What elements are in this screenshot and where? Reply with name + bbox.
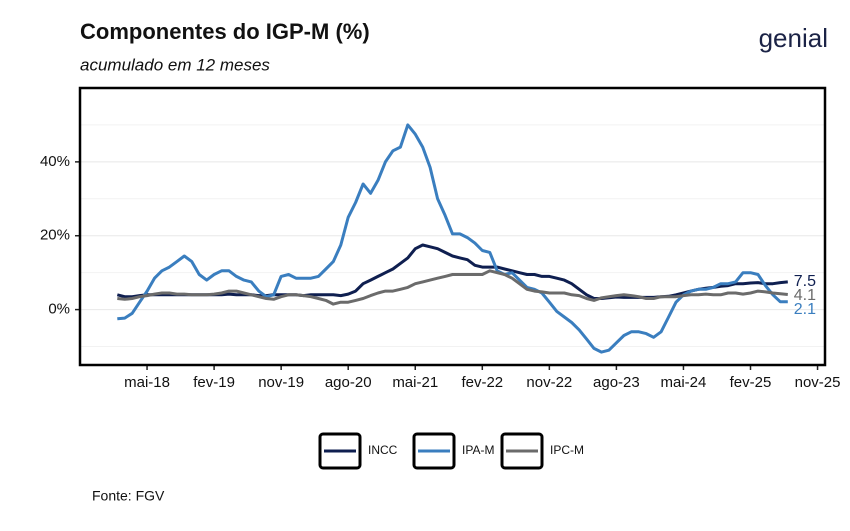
x-tick-label: nov-22 xyxy=(526,374,572,391)
logo: genial xyxy=(759,23,828,53)
source: Fonte: FGV xyxy=(92,488,165,504)
end-label: 2.1 xyxy=(794,301,816,318)
x-tick-label: mai-24 xyxy=(661,374,707,391)
y-tick-label: 20% xyxy=(40,227,70,244)
chart-title: Componentes do IGP-M (%) xyxy=(80,19,370,44)
chart-subtitle: acumulado em 12 meses xyxy=(80,55,270,74)
x-tick-label: fev-19 xyxy=(193,374,235,391)
x-tick-label: mai-18 xyxy=(124,374,170,391)
x-tick-label: fev-25 xyxy=(730,374,772,391)
legend-label: INCC xyxy=(368,443,398,457)
series-line xyxy=(117,269,788,306)
x-tick-label: mai-21 xyxy=(392,374,438,391)
series-line xyxy=(117,123,788,354)
x-tick-label: nov-19 xyxy=(258,374,304,391)
x-tick-label: ago-20 xyxy=(325,374,372,391)
end-label: 4.1 xyxy=(794,287,816,304)
x-tick-label: fev-22 xyxy=(461,374,503,391)
series-line xyxy=(116,243,788,300)
end-label: 7.5 xyxy=(794,273,816,290)
y-tick-label: 0% xyxy=(48,301,70,318)
y-tick-label: 40% xyxy=(40,153,70,170)
legend-label: IPC-M xyxy=(550,443,584,457)
legend-label: IPA-M xyxy=(462,443,494,457)
x-tick-label: nov-25 xyxy=(795,374,841,391)
plot-frame xyxy=(78,86,827,367)
x-tick-label: ago-23 xyxy=(593,374,640,391)
